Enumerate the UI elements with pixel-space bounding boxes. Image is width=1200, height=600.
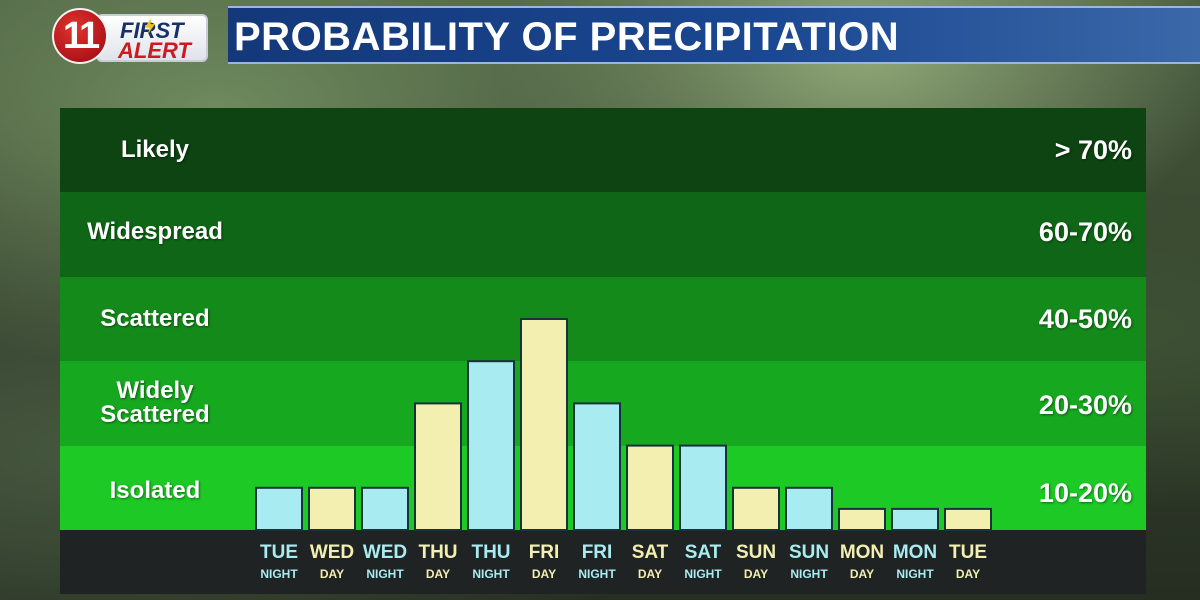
- band-label-likely: Likely: [120, 136, 190, 163]
- x-tick-day-label: FRI: [582, 542, 613, 563]
- band-label-isolated: Isolated: [109, 476, 201, 504]
- chart-panel: Likely > 70% Widespread 60-70% Scattered…: [60, 108, 1146, 594]
- x-tick-period-label: NIGHT: [896, 567, 934, 581]
- x-tick-period-label: DAY: [850, 567, 874, 581]
- x-tick-day-label: MON: [840, 542, 884, 563]
- x-tick-period-label: NIGHT: [472, 567, 510, 581]
- title-bar: PROBABILITY OF PRECIPITATION: [228, 6, 1200, 64]
- x-tick-day-label: TUE: [260, 542, 298, 563]
- band-range-isolated: 10-20%: [1038, 477, 1132, 508]
- x-tick-day-label: WED: [363, 542, 407, 563]
- bar-tue-day: [944, 507, 992, 531]
- bar-fri-day: [520, 318, 568, 531]
- bar-thu-day: [414, 402, 462, 531]
- x-tick-day-label: THU: [418, 542, 457, 563]
- band-label-widespread: Widespread: [87, 218, 223, 246]
- first-alert-logo: FIRST ALERT 11: [52, 8, 210, 66]
- x-tick-period-label: DAY: [956, 567, 980, 581]
- band-range-widespread: 60-70%: [1038, 217, 1132, 248]
- x-tick-day-label: SAT: [632, 542, 669, 563]
- band-label-scattered: Scattered: [100, 304, 210, 332]
- band-range-scattered: 40-50%: [1038, 303, 1132, 334]
- x-tick-period-label: DAY: [320, 567, 344, 581]
- x-tick-day-label: TUE: [949, 542, 987, 563]
- x-tick-period-label: DAY: [426, 567, 450, 581]
- x-tick-period-label: NIGHT: [790, 567, 828, 581]
- x-tick-period-label: DAY: [744, 567, 768, 581]
- band-range-likely: > 70%: [1054, 135, 1132, 165]
- logo-badge: FIRST ALERT: [96, 14, 208, 63]
- bar-tue-night: [255, 486, 303, 531]
- x-tick-period-label: NIGHT: [578, 567, 616, 581]
- x-tick-day-label: SAT: [685, 542, 722, 563]
- x-tick-period-label: NIGHT: [684, 567, 722, 581]
- page-title: PROBABILITY OF PRECIPITATION: [234, 15, 900, 59]
- logo-first-text: FIRST: [120, 18, 184, 43]
- x-tick-day-label: FRI: [529, 542, 560, 563]
- x-tick-day-label: SUN: [736, 542, 776, 563]
- band-widespread: Widespread 60-70%: [60, 192, 1146, 277]
- band-scattered: Scattered 40-50%: [60, 276, 1146, 362]
- bar-wed-night: [361, 486, 409, 531]
- logo-alert-text: ALERT: [118, 38, 191, 63]
- band-range-widely-scattered: 20-30%: [1038, 390, 1132, 421]
- x-tick-period-label: DAY: [532, 567, 556, 581]
- channel-number-badge: 11: [52, 8, 108, 64]
- bar-sun-day: [732, 486, 780, 531]
- x-axis-strip: [60, 530, 1146, 594]
- bar-wed-day: [308, 486, 356, 531]
- bar-sat-day: [626, 444, 674, 532]
- probability-bands: Likely > 70% Widespread 60-70% Scattered…: [60, 108, 1146, 530]
- bar-sat-night: [679, 444, 727, 532]
- bar-fri-night: [573, 402, 621, 531]
- bar-mon-night: [891, 507, 939, 531]
- lightning-bolt-icon: [145, 18, 155, 34]
- band-likely: Likely > 70%: [60, 108, 1146, 193]
- bar-sun-night: [785, 486, 833, 531]
- x-tick-day-label: THU: [471, 542, 510, 563]
- x-tick-period-label: NIGHT: [260, 567, 298, 581]
- x-tick-day-label: SUN: [789, 542, 829, 563]
- x-tick-period-label: DAY: [638, 567, 662, 581]
- bar-thu-night: [467, 360, 515, 531]
- x-tick-day-label: WED: [310, 542, 354, 563]
- bar-mon-day: [838, 507, 886, 531]
- x-tick-day-label: MON: [893, 542, 937, 563]
- x-tick-period-label: NIGHT: [366, 567, 404, 581]
- precipitation-bar-chart: TUE NIGHT WED DAY WED NIGHT THU DAY THU NIGHT FRI D…: [255, 318, 992, 581]
- band-label-widely-scattered: Widely Scattered: [100, 377, 210, 429]
